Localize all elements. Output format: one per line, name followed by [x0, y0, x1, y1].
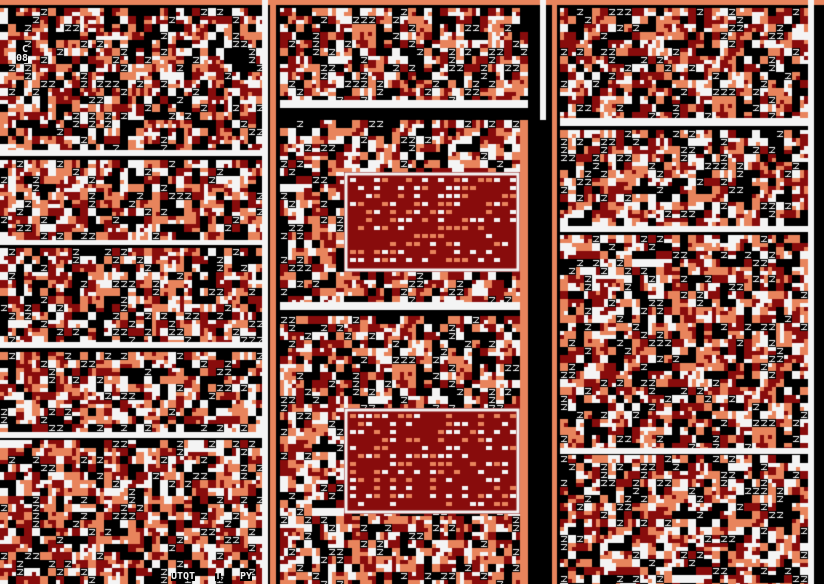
bottom-string-3: PY — [240, 571, 253, 582]
bottom-string-2: T — [215, 571, 222, 582]
bottom-string-1: UTQT — [171, 571, 196, 582]
counter-value: 08 — [16, 53, 29, 64]
counter-letter: C — [22, 44, 29, 55]
